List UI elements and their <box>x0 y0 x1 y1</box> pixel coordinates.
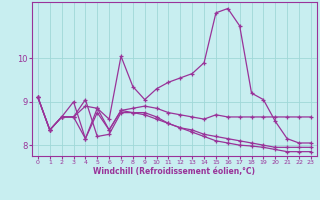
X-axis label: Windchill (Refroidissement éolien,°C): Windchill (Refroidissement éolien,°C) <box>93 167 255 176</box>
